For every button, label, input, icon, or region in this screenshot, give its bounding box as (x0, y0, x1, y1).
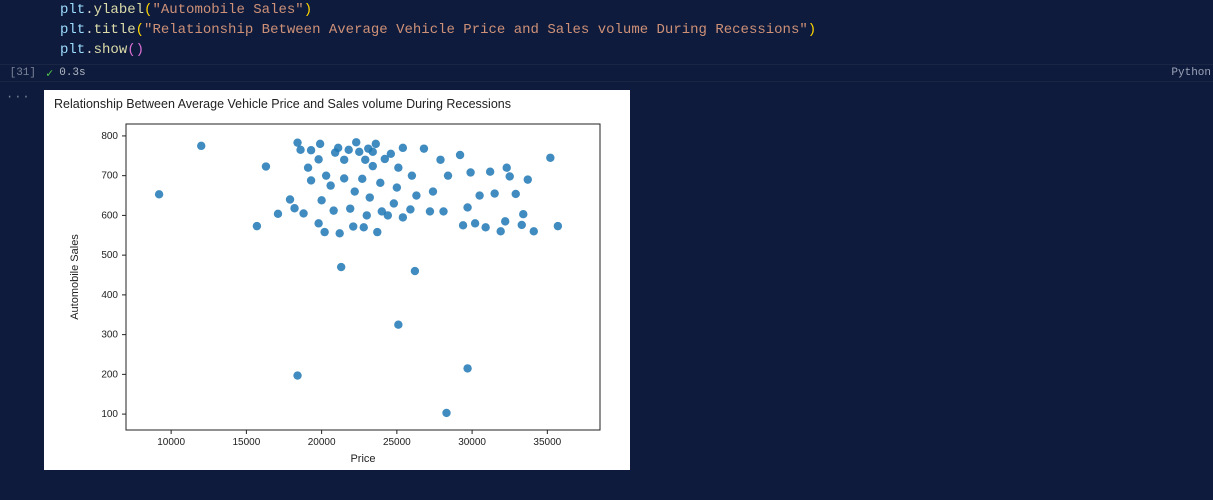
svg-text:10000: 10000 (157, 437, 185, 448)
svg-text:400: 400 (101, 290, 118, 301)
svg-text:15000: 15000 (232, 437, 260, 448)
code-line: plt.show() (60, 40, 1213, 60)
y-axis-label: Automobile Sales (69, 234, 81, 320)
execution-duration: 0.3s (59, 67, 1171, 79)
svg-text:100: 100 (101, 409, 118, 420)
more-actions-icon[interactable]: ··· (6, 90, 31, 104)
code-line: plt.title("Relationship Between Average … (60, 20, 1213, 40)
svg-text:25000: 25000 (383, 437, 411, 448)
x-ticks: 10000 15000 20000 25000 30000 35000 (157, 430, 561, 448)
cell-number: [31] (8, 67, 36, 79)
svg-text:30000: 30000 (458, 437, 486, 448)
token-object: plt (60, 22, 85, 38)
plot-frame (126, 124, 600, 430)
svg-text:300: 300 (101, 330, 118, 341)
cell-status-bar: [31] ✓ 0.3s Python (0, 64, 1213, 82)
scatter-chart: Relationship Between Average Vehicle Pri… (44, 90, 630, 470)
svg-text:35000: 35000 (533, 437, 561, 448)
token-object: plt (60, 2, 85, 18)
token-object: plt (60, 42, 85, 58)
token-function: title (94, 22, 136, 38)
svg-text:600: 600 (101, 210, 118, 221)
svg-text:200: 200 (101, 369, 118, 380)
svg-text:20000: 20000 (308, 437, 336, 448)
x-axis-label: Price (350, 453, 375, 465)
language-label: Python (1171, 67, 1213, 79)
token-function: show (94, 42, 128, 58)
token-string: "Relationship Between Average Vehicle Pr… (144, 22, 808, 38)
scatter-points (155, 138, 562, 417)
token-string: "Automobile Sales" (152, 2, 303, 18)
cell-output: Relationship Between Average Vehicle Pri… (44, 90, 630, 470)
y-ticks: 100 200 300 400 500 600 700 800 (101, 131, 126, 420)
code-line: plt.ylabel("Automobile Sales") (60, 0, 1213, 20)
code-editor[interactable]: plt.ylabel("Automobile Sales") plt.title… (0, 0, 1213, 64)
check-icon: ✓ (46, 66, 53, 81)
svg-text:800: 800 (101, 131, 118, 142)
token-function: ylabel (94, 2, 144, 18)
chart-title: Relationship Between Average Vehicle Pri… (54, 97, 511, 111)
svg-text:700: 700 (101, 171, 118, 182)
svg-text:500: 500 (101, 250, 118, 261)
